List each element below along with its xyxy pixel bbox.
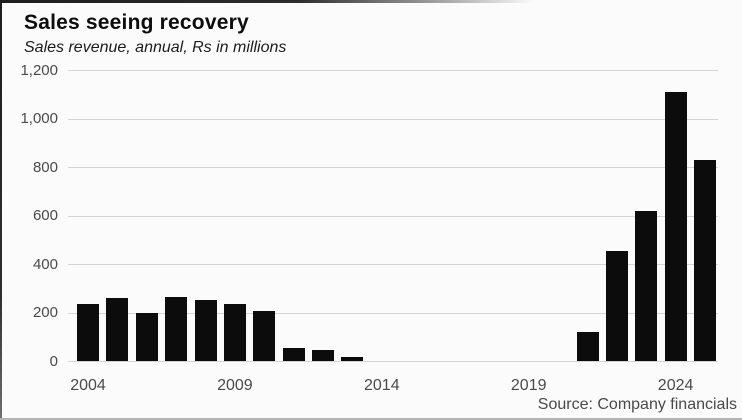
bar-2021 <box>576 331 599 361</box>
bar-2007 <box>165 296 188 361</box>
bar-2008 <box>194 300 217 361</box>
frame-border-left <box>0 0 2 420</box>
bar-2025 <box>694 159 716 361</box>
x-tick-label-2009: 2009 <box>217 377 253 394</box>
frame-border-bottom <box>0 418 742 420</box>
source-text: Source: Company financials <box>537 396 737 413</box>
bar-2013 <box>341 357 364 361</box>
bar-2005 <box>106 297 129 361</box>
gridline-0 <box>68 361 718 362</box>
gridline-200 <box>68 312 718 314</box>
y-tick-label-200: 200 <box>32 304 58 321</box>
y-tick-label-0: 0 <box>49 352 58 370</box>
x-tick-label-2024: 2024 <box>657 377 694 394</box>
x-tick-label-2004: 2004 <box>70 377 106 394</box>
y-tick-label-1200: 1,200 <box>20 61 58 79</box>
gridline-600 <box>68 215 718 217</box>
bar-2022 <box>605 250 628 361</box>
y-tick-label-600: 600 <box>32 207 58 224</box>
bar-2010 <box>253 311 276 361</box>
y-tick-label-1000: 1,000 <box>20 110 58 127</box>
frame-border-top <box>0 0 742 3</box>
bar-2011 <box>282 347 305 361</box>
bar-2009 <box>223 304 246 361</box>
bar-2024 <box>664 91 687 361</box>
y-tick-label-400: 400 <box>32 255 58 273</box>
chart-title: Sales seeing recovery <box>24 11 249 34</box>
x-tick-label-2019: 2019 <box>510 377 547 394</box>
gridline-400 <box>68 264 718 265</box>
bar-2023 <box>635 210 658 361</box>
bar-2004 <box>77 304 99 361</box>
gridline-1000 <box>68 118 718 120</box>
gridline-1200 <box>68 70 718 71</box>
x-tick-label-2014: 2014 <box>364 377 400 394</box>
bar-2006 <box>135 312 158 361</box>
chart-subtitle: Sales revenue, annual, Rs in millions <box>24 39 287 56</box>
gridline-800 <box>68 167 718 168</box>
bar-2012 <box>312 350 334 361</box>
y-tick-label-800: 800 <box>32 158 58 176</box>
